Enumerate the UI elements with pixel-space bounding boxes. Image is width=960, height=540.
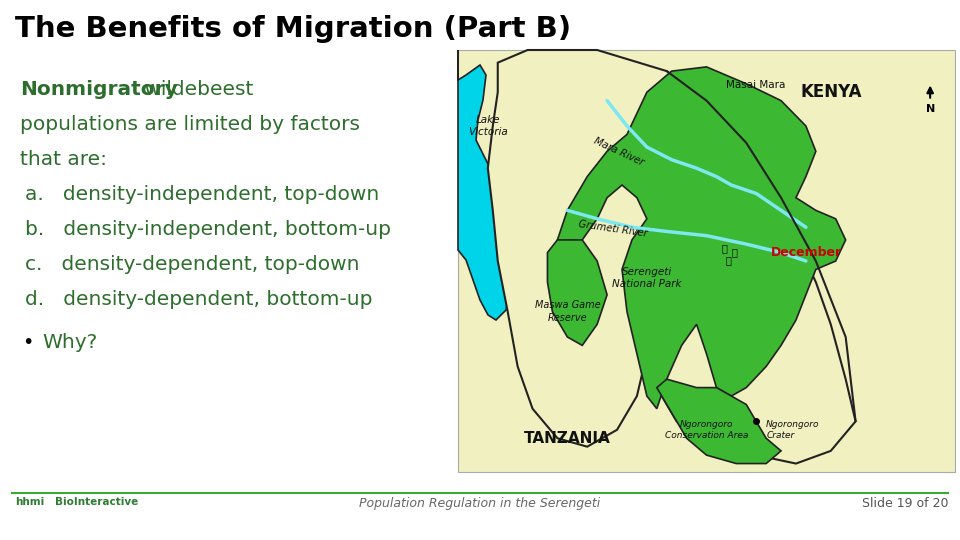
Polygon shape bbox=[657, 379, 781, 463]
Text: •: • bbox=[22, 333, 34, 352]
Bar bbox=[458, 50, 955, 472]
Text: a.   density-independent, top-down: a. density-independent, top-down bbox=[25, 185, 379, 204]
Polygon shape bbox=[558, 67, 846, 409]
Polygon shape bbox=[488, 50, 855, 463]
Text: c.   density-dependent, top-down: c. density-dependent, top-down bbox=[25, 255, 359, 274]
Text: Ngorongoro
Crater: Ngorongoro Crater bbox=[766, 420, 820, 440]
Text: N: N bbox=[925, 104, 935, 113]
Text: Nonmigratory: Nonmigratory bbox=[20, 80, 178, 99]
Text: Slide 19 of 20: Slide 19 of 20 bbox=[861, 497, 948, 510]
Text: Grumeti River: Grumeti River bbox=[577, 219, 648, 239]
Text: that are:: that are: bbox=[20, 150, 107, 169]
Text: Lake
Victoria: Lake Victoria bbox=[468, 115, 508, 137]
Polygon shape bbox=[547, 240, 607, 346]
Text: Masai Mara: Masai Mara bbox=[727, 79, 785, 90]
Text: BioInteractive: BioInteractive bbox=[55, 497, 138, 507]
Text: Population Regulation in the Serengeti: Population Regulation in the Serengeti bbox=[359, 497, 601, 510]
Text: wildebeest: wildebeest bbox=[138, 80, 253, 99]
Text: December: December bbox=[771, 246, 842, 259]
Text: Maswa Game
Reserve: Maswa Game Reserve bbox=[535, 300, 600, 323]
Text: hhmi: hhmi bbox=[15, 497, 44, 507]
Polygon shape bbox=[458, 50, 523, 320]
Text: Why?: Why? bbox=[42, 333, 97, 352]
Text: 🐃: 🐃 bbox=[726, 255, 732, 266]
Text: Mara River: Mara River bbox=[592, 136, 645, 167]
Text: The Benefits of Migration (Part B): The Benefits of Migration (Part B) bbox=[15, 15, 571, 43]
Text: d.   density-dependent, bottom-up: d. density-dependent, bottom-up bbox=[25, 290, 372, 309]
Text: Serengeti
National Park: Serengeti National Park bbox=[612, 267, 682, 289]
Text: 🐃: 🐃 bbox=[732, 247, 737, 258]
Text: TANZANIA: TANZANIA bbox=[524, 431, 611, 445]
Text: 🐃: 🐃 bbox=[721, 244, 727, 254]
Text: b.   density-independent, bottom-up: b. density-independent, bottom-up bbox=[25, 220, 391, 239]
Text: populations are limited by factors: populations are limited by factors bbox=[20, 115, 360, 134]
Text: Ngorongoro
Conservation Area: Ngorongoro Conservation Area bbox=[665, 420, 748, 440]
Text: KENYA: KENYA bbox=[800, 83, 861, 101]
